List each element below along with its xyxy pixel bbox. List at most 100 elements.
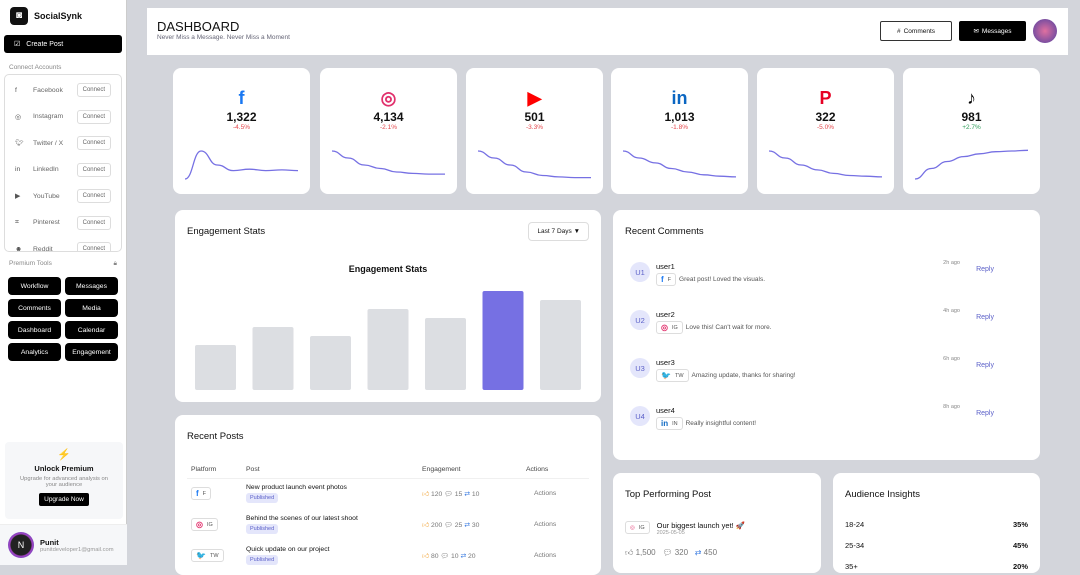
- trend-sparkline: [478, 150, 591, 179]
- trend-sparkline: [623, 150, 736, 178]
- date-range-dropdown[interactable]: Last 7 Days ▼: [528, 222, 589, 241]
- actions-button[interactable]: Actions: [534, 552, 557, 559]
- stat-card-tiktok[interactable]: ♪ 981 +2.7%: [903, 68, 1040, 194]
- tool-dashboard[interactable]: Dashboard: [8, 321, 61, 339]
- status-badge: Published: [246, 493, 279, 504]
- trend-sparkline: [332, 150, 445, 175]
- comment-user: user4: [656, 406, 675, 415]
- platform-tag: ◎ IG: [625, 521, 650, 534]
- platform-icon: f: [661, 275, 664, 284]
- pinterest-icon: ⌗: [15, 218, 19, 226]
- top-performing-post-card: Top Performing Post ◎ IG Our biggest laun…: [613, 473, 821, 573]
- actions-button[interactable]: Actions: [534, 521, 557, 528]
- tool-calendar[interactable]: Calendar: [65, 321, 118, 339]
- tag-label: F: [202, 490, 207, 497]
- tool-comments[interactable]: Comments: [8, 299, 61, 317]
- instagram-icon: ◎: [630, 524, 635, 531]
- avatar: U2: [630, 310, 650, 330]
- account-twitterx: 🐦︎ Twitter / X Connect: [5, 130, 121, 157]
- account-reddit: ☻ Reddit Connect: [5, 236, 121, 251]
- reply-button[interactable]: Reply: [976, 266, 994, 273]
- page-title: DASHBOARD: [157, 19, 240, 34]
- shares: 20: [468, 552, 476, 560]
- tag-label: TW: [674, 372, 684, 379]
- post-title: New product launch event photos: [246, 484, 347, 492]
- column-header: Platform: [187, 461, 242, 479]
- section-title: Connect Accounts: [9, 64, 62, 71]
- stat-change: -4.5%: [233, 124, 250, 131]
- stat-card-pinterest[interactable]: P 322 -5.0%: [757, 68, 894, 194]
- comment-time: 8h ago: [943, 404, 960, 410]
- reply-button[interactable]: Reply: [976, 314, 994, 321]
- tool-messages[interactable]: Messages: [65, 277, 118, 295]
- header-avatar[interactable]: [1033, 19, 1057, 43]
- connect-button[interactable]: Connect: [76, 136, 111, 151]
- platform-icon: in: [661, 419, 669, 428]
- comment-text: Really insightful content!: [685, 420, 757, 427]
- post-date: 2025-05-05: [656, 530, 685, 536]
- engagement-bar: [482, 291, 524, 390]
- user-profile[interactable]: N Punit punitdeveloper1@gmail.com: [0, 524, 127, 565]
- stat-card-instagram[interactable]: ◎ 4,134 -2.1%: [320, 68, 457, 194]
- logo-icon: ◙: [10, 7, 28, 25]
- comment-user: user1: [656, 262, 675, 271]
- premium-tools-heading: Premium Tools 🔒︎: [0, 252, 126, 271]
- stat-card-linkedin[interactable]: in 1,013 -1.8%: [611, 68, 748, 194]
- create-post-label: Create Post: [26, 40, 64, 48]
- unlock-premium-card: ⚡ Unlock Premium Upgrade for advanced an…: [5, 442, 123, 519]
- top-post[interactable]: ◎ IG Our biggest launch yet! 🚀 2025-05-05: [625, 521, 745, 536]
- post-title: Quick update on our project: [246, 546, 330, 553]
- platform-icon: 🐦: [196, 551, 206, 560]
- actions-button[interactable]: Actions: [534, 490, 557, 498]
- engagement-stats-card: Engagement Stats Last 7 Days ▼ Engagemen…: [175, 210, 601, 402]
- account-name: Instagram: [33, 113, 64, 121]
- tool-media[interactable]: Media: [65, 299, 118, 317]
- platform-tag: ◎ IG: [191, 518, 218, 531]
- share-icon: ⇄: [694, 548, 702, 557]
- comments-button[interactable]: # Comments: [880, 21, 952, 41]
- page-subtitle: Never Miss a Message. Never Miss a Momen…: [157, 34, 290, 41]
- stat-value: 322: [815, 110, 836, 124]
- reply-button[interactable]: Reply: [976, 410, 994, 417]
- app-name: SocialSynk: [34, 11, 83, 21]
- messages-button[interactable]: ✉ Messages: [959, 21, 1026, 41]
- create-post-button[interactable]: ☑ Create Post: [4, 35, 122, 53]
- avatar: U3: [630, 358, 650, 378]
- comment-text: Great post! Loved the visuals.: [679, 276, 766, 283]
- stat-card-facebook[interactable]: f 1,322 -4.5%: [173, 68, 310, 194]
- facebook-icon: f: [238, 88, 245, 108]
- comment-user: user2: [656, 310, 675, 319]
- trend-sparkline: [769, 150, 882, 178]
- likes: 1,500: [635, 548, 656, 557]
- platform-tag: ◎ IG: [656, 321, 683, 334]
- platform-icon: 🐦: [661, 371, 671, 380]
- engagement-bar: [540, 300, 581, 390]
- post-text: Our biggest launch yet! 🚀: [656, 521, 746, 530]
- upgrade-now-button[interactable]: Upgrade Now: [39, 493, 89, 506]
- connect-button[interactable]: Connect: [76, 109, 111, 124]
- percentage: 20%: [1012, 562, 1028, 571]
- connect-button[interactable]: Connect: [76, 189, 111, 204]
- reply-button[interactable]: Reply: [976, 362, 994, 369]
- like-icon: 👍︎: [422, 490, 430, 498]
- connect-button[interactable]: Connect: [76, 83, 111, 98]
- account-name: Twitter / X: [33, 139, 64, 147]
- avatar: U1: [630, 262, 650, 282]
- accounts-list[interactable]: f Facebook Connect ◎ Instagram Connect 🐦︎ Twitt…: [4, 74, 122, 252]
- connect-button[interactable]: Connect: [76, 162, 111, 177]
- app-logo: ◙ SocialSynk: [0, 0, 126, 32]
- audience-row: 35+ 20%: [845, 562, 1028, 571]
- connect-button[interactable]: Connect: [76, 242, 111, 251]
- connect-button[interactable]: Connect: [76, 215, 111, 230]
- status-badge: Published: [246, 524, 279, 534]
- platform-tag: 🐦 TW: [656, 369, 689, 382]
- comment-icon: 💬︎: [662, 548, 673, 557]
- tag-label: IG: [206, 521, 213, 528]
- promo-title: Unlock Premium: [34, 464, 94, 473]
- stat-card-youtube[interactable]: ▶ 501 -3.3%: [466, 68, 603, 194]
- lock-icon: 🔒︎: [113, 260, 117, 267]
- tool-workflow[interactable]: Workflow: [8, 277, 61, 295]
- tool-engagement[interactable]: Engagement: [65, 343, 118, 361]
- tool-analytics[interactable]: Analytics: [8, 343, 61, 361]
- pinterest-icon: P: [819, 88, 832, 108]
